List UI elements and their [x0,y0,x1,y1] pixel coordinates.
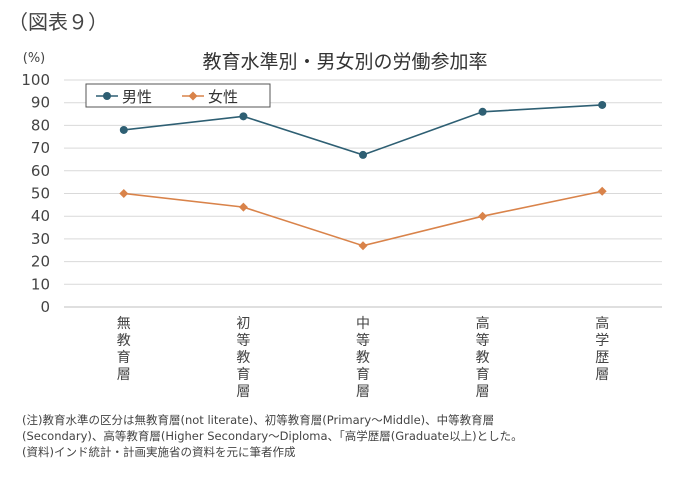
data-point [119,125,128,134]
notes: (注)教育水準の区分は無教育層(not literate)、初等教育層(Prim… [22,412,672,460]
y-tick-label: 80 [31,116,50,134]
y-tick-label: 50 [31,185,50,203]
source-line: (資料)インド統計・計画実施省の資料を元に筆者作成 [22,445,296,459]
legend-marker [188,91,198,101]
y-tick-label: 30 [31,230,50,248]
legend-label: 男性 [122,88,152,106]
x-tick-label: 初等教育層 [236,315,250,400]
data-point [359,150,367,159]
x-tick-label: 中等教育層 [356,316,370,400]
y-tick-label: 20 [31,253,50,271]
data-point [597,186,607,196]
y-tick-label: 90 [31,94,50,112]
note-line-2: (Secondary)、高等教育層(Higher Secondary～Diplo… [22,429,523,443]
x-tick-label: 高等教育層 [476,315,490,400]
y-tick-label: 0 [40,298,50,316]
legend: 男性 女性 [85,83,271,108]
data-point [478,211,488,221]
data-point [598,100,607,109]
figure-label: （図表９） [8,10,108,34]
note-line-1: (注)教育水準の区分は無教育層(not literate)、初等教育層(Prim… [22,413,495,427]
y-tick-label: 40 [31,207,50,225]
data-point [239,112,248,121]
x-axis-ticks: 無教育層 初等教育層 中等教育層 高等教育層 高学歴層 [117,315,609,400]
x-tick-label: 高学歴層 [595,315,609,383]
y-tick-label: 70 [31,139,50,157]
grid-lines [64,79,662,308]
legend-marker [103,92,111,100]
y-axis-ticks: 0 10 20 30 40 50 60 70 80 90 100 [21,71,50,316]
series-line [123,104,603,156]
series-line [123,190,603,247]
x-tick-label: 無教育層 [117,316,131,383]
data-point [358,241,368,251]
y-tick-label: 100 [21,71,50,89]
data-point [119,189,129,198]
chart-title: 教育水準別・男女別の労働参加率 [202,51,487,73]
data-point [238,202,248,212]
y-tick-label: 10 [31,275,50,293]
legend-box [85,83,271,108]
line-chart: 教育水準別・男女別の労働参加率 (%) 0 10 20 30 40 50 60 70 80 90 1… [21,51,662,400]
series-lines [119,100,607,251]
y-tick-label: 60 [31,162,50,180]
data-point [478,107,487,116]
legend-label: 女性 [208,88,238,106]
y-axis-unit: (%) [23,51,46,66]
